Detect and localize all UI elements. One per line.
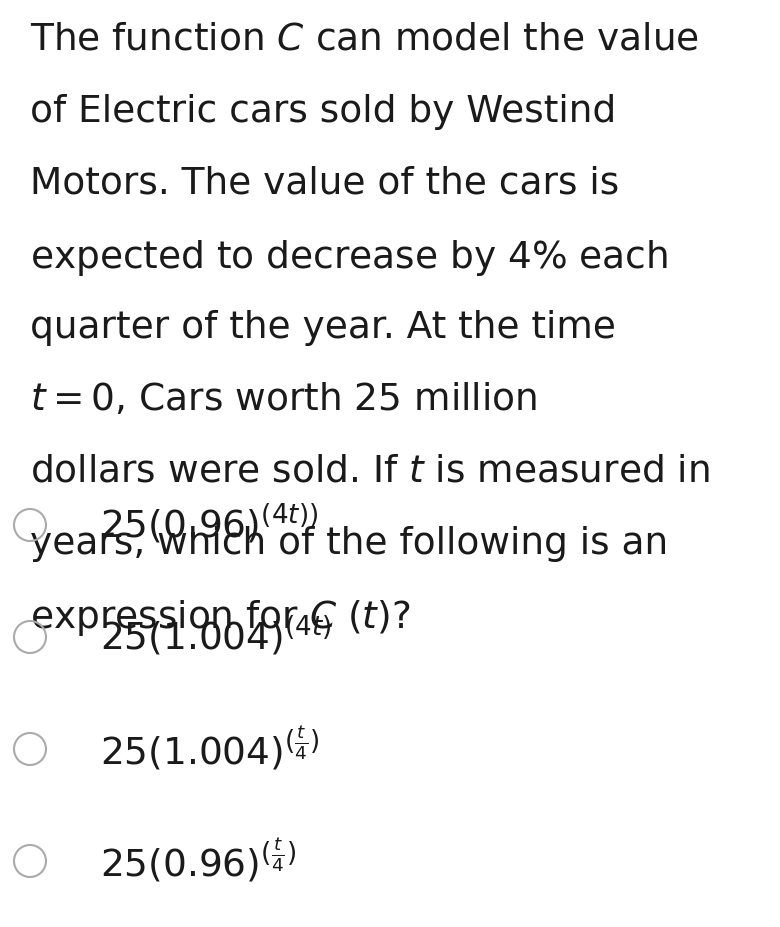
Text: $25(0.96)^{(\frac{t}{4})}$: $25(0.96)^{(\frac{t}{4})}$ xyxy=(100,835,296,883)
Text: expected to decrease by $4\%$ each: expected to decrease by $4\%$ each xyxy=(30,237,668,278)
Text: of Electric cars sold by Westind: of Electric cars sold by Westind xyxy=(30,94,616,130)
Text: $25(0.96)^{(4t))}$: $25(0.96)^{(4t))}$ xyxy=(100,502,318,545)
Text: Motors. The value of the cars is: Motors. The value of the cars is xyxy=(30,166,619,202)
Text: $25(1.004)^{(4t)}$: $25(1.004)^{(4t)}$ xyxy=(100,614,332,657)
Text: expression for $\mathit{C}$ $(t)$?: expression for $\mathit{C}$ $(t)$? xyxy=(30,597,410,638)
Text: The function $\mathit{C}$ can model the value: The function $\mathit{C}$ can model the … xyxy=(30,22,699,57)
Text: quarter of the year. At the time: quarter of the year. At the time xyxy=(30,310,615,346)
Text: years, which of the following is an: years, which of the following is an xyxy=(30,526,668,562)
Text: $t = 0$, Cars worth 25 million: $t = 0$, Cars worth 25 million xyxy=(30,382,537,417)
Text: $25(1.004)^{(\frac{t}{4})}$: $25(1.004)^{(\frac{t}{4})}$ xyxy=(100,723,320,771)
Text: dollars were sold. If $t$ is measured in: dollars were sold. If $t$ is measured in xyxy=(30,453,710,489)
